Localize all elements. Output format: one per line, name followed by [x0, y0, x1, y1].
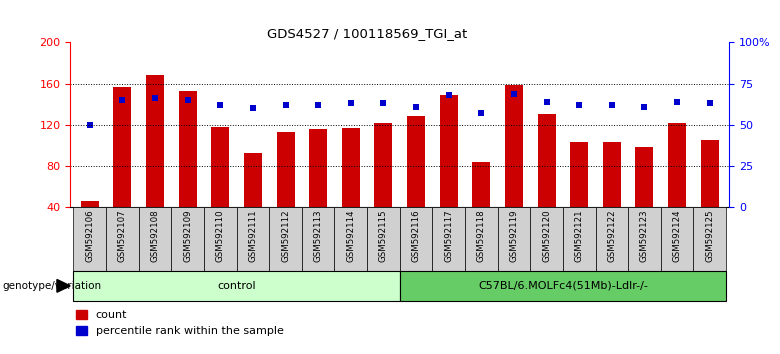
Text: GSM592108: GSM592108: [151, 210, 160, 262]
Bar: [440, 95, 458, 207]
Text: GSM592112: GSM592112: [281, 210, 290, 262]
FancyBboxPatch shape: [530, 207, 563, 271]
Title: GDS4527 / 100118569_TGI_at: GDS4527 / 100118569_TGI_at: [267, 27, 467, 40]
Text: GSM592123: GSM592123: [640, 210, 649, 262]
Text: GSM592121: GSM592121: [575, 210, 583, 262]
Bar: [374, 123, 392, 207]
Bar: [668, 123, 686, 207]
Bar: [146, 75, 164, 207]
FancyBboxPatch shape: [302, 207, 335, 271]
FancyBboxPatch shape: [269, 207, 302, 271]
Bar: [570, 142, 588, 207]
FancyBboxPatch shape: [563, 207, 595, 271]
Text: control: control: [218, 281, 256, 291]
Text: GSM592115: GSM592115: [379, 210, 388, 262]
Bar: [113, 87, 131, 207]
Bar: [636, 147, 654, 207]
Bar: [407, 115, 425, 207]
Text: GSM592106: GSM592106: [85, 210, 94, 262]
FancyBboxPatch shape: [73, 207, 106, 271]
FancyBboxPatch shape: [399, 207, 432, 271]
Text: GSM592113: GSM592113: [314, 210, 323, 262]
FancyBboxPatch shape: [399, 271, 726, 301]
Text: GSM592110: GSM592110: [216, 210, 225, 262]
FancyBboxPatch shape: [204, 207, 236, 271]
Text: GSM592120: GSM592120: [542, 210, 551, 262]
FancyBboxPatch shape: [595, 207, 628, 271]
FancyBboxPatch shape: [661, 207, 693, 271]
Text: GSM592114: GSM592114: [346, 210, 356, 262]
Text: genotype/variation: genotype/variation: [2, 281, 101, 291]
Bar: [505, 85, 523, 207]
FancyBboxPatch shape: [73, 271, 399, 301]
Text: GSM592124: GSM592124: [672, 210, 682, 262]
Text: GSM592111: GSM592111: [248, 210, 257, 262]
Bar: [603, 142, 621, 207]
Text: GSM592116: GSM592116: [412, 210, 420, 262]
Bar: [81, 201, 99, 207]
FancyBboxPatch shape: [106, 207, 139, 271]
Bar: [244, 153, 262, 207]
FancyBboxPatch shape: [465, 207, 498, 271]
FancyBboxPatch shape: [172, 207, 204, 271]
FancyBboxPatch shape: [498, 207, 530, 271]
FancyBboxPatch shape: [432, 207, 465, 271]
FancyBboxPatch shape: [236, 207, 269, 271]
Text: GSM592117: GSM592117: [444, 210, 453, 262]
Bar: [179, 91, 197, 207]
FancyBboxPatch shape: [628, 207, 661, 271]
Polygon shape: [57, 280, 70, 292]
Bar: [700, 140, 718, 207]
FancyBboxPatch shape: [367, 207, 399, 271]
Bar: [537, 114, 555, 207]
Bar: [211, 127, 229, 207]
Bar: [309, 129, 327, 207]
Text: C57BL/6.MOLFc4(51Mb)-Ldlr-/-: C57BL/6.MOLFc4(51Mb)-Ldlr-/-: [478, 281, 648, 291]
Text: GSM592118: GSM592118: [477, 210, 486, 262]
Legend: count, percentile rank within the sample: count, percentile rank within the sample: [76, 310, 284, 336]
Text: GSM592107: GSM592107: [118, 210, 127, 262]
FancyBboxPatch shape: [693, 207, 726, 271]
FancyBboxPatch shape: [139, 207, 172, 271]
FancyBboxPatch shape: [335, 207, 367, 271]
Bar: [342, 128, 360, 207]
Text: GSM592125: GSM592125: [705, 210, 714, 262]
Text: GSM592122: GSM592122: [608, 210, 616, 262]
Text: GSM592119: GSM592119: [509, 210, 519, 262]
Text: GSM592109: GSM592109: [183, 210, 192, 262]
Bar: [473, 162, 491, 207]
Bar: [277, 132, 295, 207]
